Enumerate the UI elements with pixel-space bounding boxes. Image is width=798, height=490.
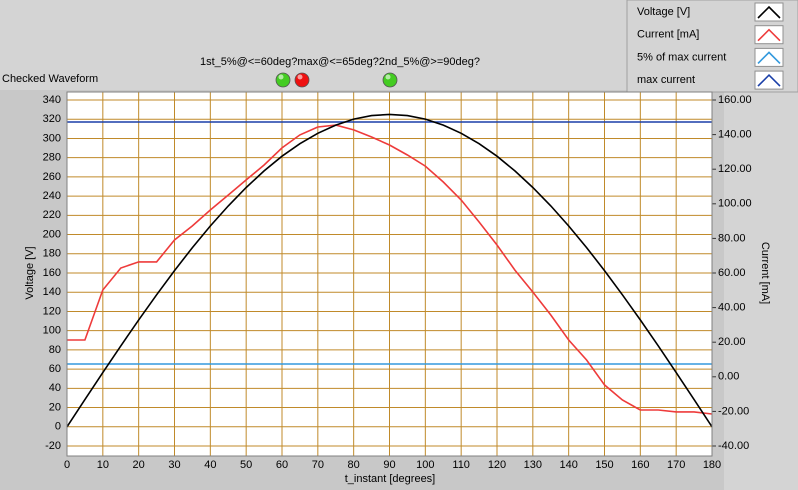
x-tick-label: 10 — [97, 459, 109, 471]
legend-swatch — [757, 73, 781, 87]
chart-title: Checked Waveform — [2, 73, 98, 85]
y2-tick-label: 100.00 — [718, 198, 752, 210]
y2-tick-label: 140.00 — [718, 129, 752, 141]
x-tick-label: 70 — [312, 459, 324, 471]
y-tick-label: 260 — [43, 171, 61, 183]
legend-swatch — [757, 51, 781, 64]
indicator-led — [382, 72, 398, 88]
x-tick-label: 140 — [559, 459, 577, 471]
y-tick-label: 100 — [43, 325, 61, 337]
y2-tick-label: 40.00 — [718, 302, 746, 314]
y-tick-label: 40 — [49, 382, 61, 394]
x-tick-label: 100 — [416, 459, 434, 471]
y-tick-label: 240 — [43, 190, 61, 202]
series-line — [66, 113, 713, 428]
x-tick-label: 170 — [667, 459, 685, 471]
x-axis-title: t_instant [degrees] — [345, 473, 436, 485]
legend-label: max current — [637, 74, 695, 86]
indicator-led — [275, 72, 291, 88]
x-tick-label: 50 — [240, 459, 252, 471]
y-tick-label: 60 — [49, 363, 61, 375]
legend-swatch-box — [754, 2, 784, 22]
indicator-shine — [278, 74, 284, 80]
y-tick-label: 200 — [43, 228, 61, 240]
legend-swatch-box — [754, 25, 784, 45]
y-tick-label: 280 — [43, 152, 61, 164]
x-tick-label: 40 — [204, 459, 216, 471]
x-tick-label: 20 — [133, 459, 145, 471]
y-tick-label: 20 — [49, 401, 61, 413]
y-tick-label: 80 — [49, 344, 61, 356]
y2-tick-label: -20.00 — [718, 405, 749, 417]
legend-swatch — [757, 28, 781, 42]
x-tick-label: 180 — [703, 459, 721, 471]
indicator-shine — [297, 74, 303, 80]
y-tick-label: 320 — [43, 113, 61, 125]
y2-tick-label: 60.00 — [718, 267, 746, 279]
indicator-shine — [385, 74, 391, 80]
y2-tick-label: 120.00 — [718, 163, 752, 175]
x-tick-label: 90 — [383, 459, 395, 471]
legend-label: Voltage [V] — [637, 6, 690, 18]
y-tick-label: -20 — [45, 440, 61, 452]
x-tick-label: 160 — [631, 459, 649, 471]
y-axis-title: Voltage [V] — [24, 246, 36, 299]
y2-tick-label: 160.00 — [718, 94, 752, 106]
y-tick-label: 0 — [55, 421, 61, 433]
x-tick-label: 0 — [64, 459, 70, 471]
subtitle: 1st_5%@<=60deg?max@<=65deg?2nd_5%@>=90de… — [200, 56, 480, 68]
legend-swatch — [757, 5, 781, 19]
x-tick-label: 30 — [168, 459, 180, 471]
x-tick-label: 80 — [348, 459, 360, 471]
y-tick-label: 140 — [43, 286, 61, 298]
x-tick-label: 110 — [452, 459, 470, 471]
legend-label: Current [mA] — [637, 29, 699, 41]
y2-axis-title: Current [mA] — [759, 242, 771, 304]
legend-swatch-box — [754, 70, 784, 90]
y2-tick-label: 0.00 — [718, 371, 739, 383]
y-tick-label: 220 — [43, 209, 61, 221]
y-tick-label: 160 — [43, 267, 61, 279]
x-tick-label: 150 — [595, 459, 613, 471]
y2-tick-label: 80.00 — [718, 232, 746, 244]
y-tick-label: 120 — [43, 305, 61, 317]
legend-label: 5% of max current — [637, 51, 726, 63]
x-tick-label: 60 — [276, 459, 288, 471]
series-line — [67, 124, 713, 415]
x-tick-label: 120 — [488, 459, 506, 471]
plot-border — [66, 91, 713, 457]
y-tick-label: 180 — [43, 248, 61, 260]
legend-swatch-box — [754, 47, 784, 67]
x-tick-label: 130 — [524, 459, 542, 471]
y-tick-label: 300 — [43, 132, 61, 144]
y2-tick-label: -40.00 — [718, 440, 749, 452]
indicator-led — [294, 72, 310, 88]
y-tick-label: 340 — [43, 94, 61, 106]
y2-tick-label: 20.00 — [718, 336, 746, 348]
